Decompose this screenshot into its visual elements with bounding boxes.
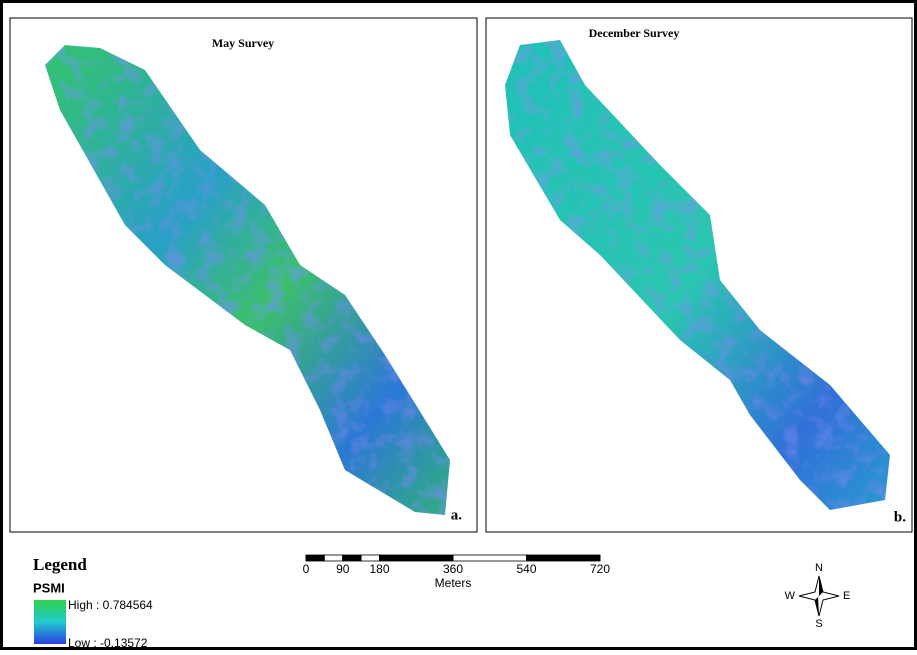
- scale-segment: [343, 555, 361, 561]
- legend-low: Low : -0.13572: [68, 636, 148, 650]
- compass: N S E W: [785, 562, 851, 630]
- scale-tick-label: 720: [590, 562, 610, 576]
- scale-segment: [361, 555, 379, 561]
- scale-tick-label: 360: [443, 562, 463, 576]
- map-layout: May Survey December Survey a. b. Legend …: [0, 0, 917, 650]
- legend-layer: PSMI: [33, 580, 65, 595]
- december-raster: [505, 40, 890, 510]
- scale-unit: Meters: [435, 576, 472, 590]
- scale-segment: [306, 555, 324, 561]
- compass-s: S: [815, 618, 822, 630]
- scale-tick-label: 540: [516, 562, 536, 576]
- panel-title: May Survey: [212, 36, 274, 50]
- scale-segment: [324, 555, 342, 561]
- scale-tick-label: 0: [303, 562, 310, 576]
- legend-ramp: [34, 600, 66, 644]
- scale-segment: [527, 555, 601, 561]
- scale-segment: [380, 555, 454, 561]
- may-raster: [45, 45, 450, 515]
- compass-e: E: [843, 590, 850, 602]
- legend-high: High : 0.784564: [68, 598, 153, 612]
- scale-bar: 0 90 180 360 540 720 Meters: [303, 555, 611, 590]
- legend-title: Legend: [33, 555, 87, 574]
- panel-label: b.: [894, 509, 906, 525]
- compass-w: W: [785, 590, 796, 602]
- scale-segment: [453, 555, 527, 561]
- compass-n: N: [815, 562, 823, 574]
- panel-title: December Survey: [589, 26, 680, 40]
- panel-label: a.: [451, 507, 463, 523]
- scale-tick-label: 90: [336, 562, 350, 576]
- scale-tick-label: 180: [369, 562, 389, 576]
